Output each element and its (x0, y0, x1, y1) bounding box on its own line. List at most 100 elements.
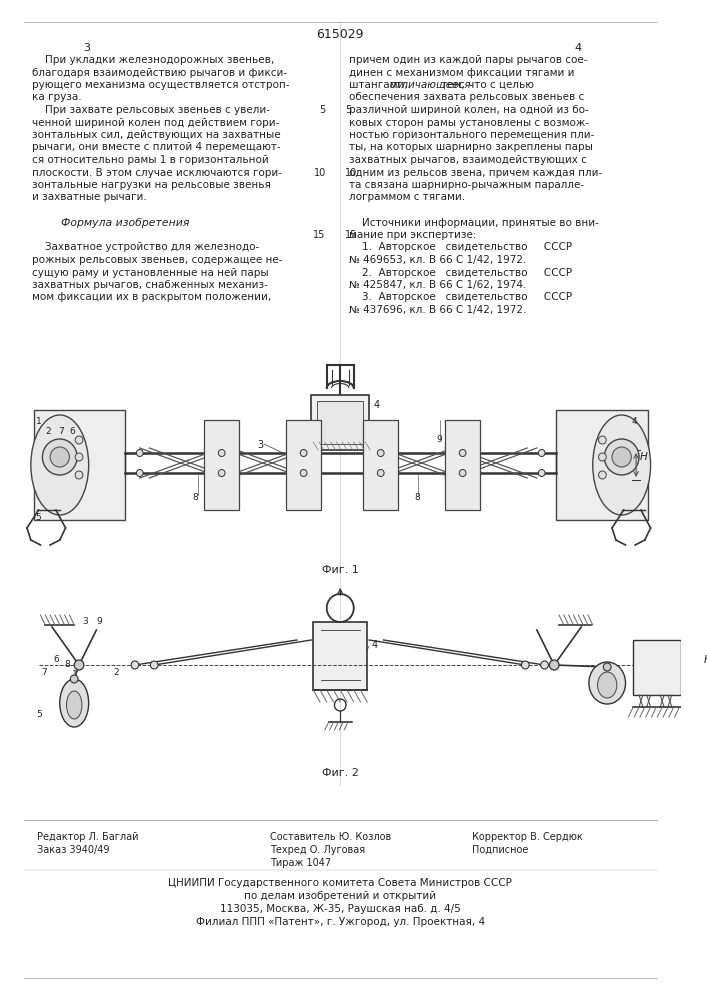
Text: 8: 8 (193, 493, 199, 502)
Circle shape (541, 661, 549, 669)
Circle shape (378, 450, 384, 456)
Circle shape (522, 661, 529, 669)
Bar (633, 640, 682, 695)
Circle shape (71, 675, 78, 683)
Text: рычаги, они вместе с плитой 4 перемещают-: рычаги, они вместе с плитой 4 перемещают… (32, 142, 281, 152)
Circle shape (612, 447, 631, 467)
Circle shape (74, 660, 84, 670)
Text: отличающееся: отличающееся (389, 80, 471, 90)
Circle shape (603, 663, 611, 671)
Text: Заказ 3940/49: Заказ 3940/49 (37, 845, 109, 855)
Bar (317, 401, 363, 444)
Text: 2.  Авторское   свидетельство     СССР: 2. Авторское свидетельство СССР (349, 267, 572, 277)
Circle shape (460, 450, 466, 456)
Text: 8: 8 (64, 660, 70, 669)
Text: № 437696, кл. В 66 С 1/42, 1972.: № 437696, кл. В 66 С 1/42, 1972. (349, 305, 526, 315)
Text: Тираж 1047: Тираж 1047 (270, 858, 331, 868)
Text: по делам изобретений и открытий: по делам изобретений и открытий (244, 891, 436, 901)
Text: № 425847, кл. В 66 С 1/62, 1974.: № 425847, кл. В 66 С 1/62, 1974. (349, 280, 526, 290)
Text: мом фиксации их в раскрытом положении,: мом фиксации их в раскрытом положении, (32, 292, 271, 302)
Bar (556, 410, 648, 520)
Text: 6: 6 (53, 655, 59, 664)
Text: 1: 1 (72, 670, 78, 679)
Text: различной шириной колен, на одной из бо-: различной шириной колен, на одной из бо- (349, 105, 589, 115)
Text: 4: 4 (631, 417, 637, 426)
Text: 8: 8 (414, 493, 420, 502)
Circle shape (538, 450, 545, 456)
Text: рожных рельсовых звеньев, содержащее не-: рожных рельсовых звеньев, содержащее не- (32, 255, 282, 265)
Text: лограммом с тягами.: лограммом с тягами. (349, 192, 465, 202)
Text: 4: 4 (374, 400, 380, 410)
Text: зонтальные нагрузки на рельсовые звенья: зонтальные нагрузки на рельсовые звенья (32, 180, 271, 190)
Text: Подписное: Подписное (472, 845, 529, 855)
Text: Техред О. Луговая: Техред О. Луговая (270, 845, 365, 855)
Text: ка груза.: ка груза. (32, 93, 81, 103)
Circle shape (151, 661, 158, 669)
Circle shape (136, 470, 143, 477)
Text: 1: 1 (35, 417, 42, 426)
Text: ностью горизонтального перемещения пли-: ностью горизонтального перемещения пли- (349, 130, 595, 140)
Bar (445, 420, 480, 510)
Text: 5: 5 (345, 105, 351, 115)
Circle shape (300, 450, 307, 456)
Text: 3: 3 (257, 440, 263, 450)
Text: H: H (703, 655, 707, 665)
Text: Фиг. 1: Фиг. 1 (322, 565, 358, 575)
Circle shape (218, 470, 225, 477)
Ellipse shape (31, 415, 88, 515)
Circle shape (604, 439, 639, 475)
Circle shape (75, 436, 83, 444)
Text: одним из рельсов звена, причем каждая пли-: одним из рельсов звена, причем каждая пл… (349, 167, 602, 178)
Text: сущую раму и установленные на ней пары: сущую раму и установленные на ней пары (32, 267, 269, 277)
Text: При укладки железнодорожных звеньев,: При укладки железнодорожных звеньев, (32, 55, 274, 65)
Circle shape (75, 453, 83, 461)
Text: 9: 9 (437, 435, 443, 444)
Text: Филиал ППП «Патент», г. Ужгород, ул. Проектная, 4: Филиал ППП «Патент», г. Ужгород, ул. Про… (196, 917, 485, 927)
Circle shape (75, 471, 83, 479)
Text: 5: 5 (320, 105, 326, 115)
Text: 2: 2 (114, 668, 119, 677)
Text: 3: 3 (83, 43, 90, 53)
Bar (313, 622, 367, 690)
Text: 3: 3 (82, 617, 88, 626)
Text: 7: 7 (42, 668, 47, 677)
Circle shape (460, 470, 466, 477)
Text: ченной шириной колен под действием гори-: ченной шириной колен под действием гори- (32, 117, 279, 127)
Text: Корректор В. Сердюк: Корректор В. Сердюк (472, 832, 583, 842)
Text: 4: 4 (371, 640, 378, 650)
Ellipse shape (66, 691, 82, 719)
Text: ты, на которых шарнирно закреплены пары: ты, на которых шарнирно закреплены пары (349, 142, 592, 152)
Text: динен с механизмом фиксации тягами и: динен с механизмом фиксации тягами и (349, 68, 574, 78)
Circle shape (549, 660, 559, 670)
Circle shape (50, 447, 69, 467)
Circle shape (131, 661, 139, 669)
Bar (311, 395, 369, 450)
Text: 15: 15 (313, 230, 326, 240)
Text: 10: 10 (345, 167, 357, 178)
Text: Редактор Л. Баглай: Редактор Л. Баглай (37, 832, 138, 842)
Text: 113035, Москва, Ж-35, Раушская наб. д. 4/5: 113035, Москва, Ж-35, Раушская наб. д. 4… (220, 904, 460, 914)
Circle shape (538, 470, 545, 477)
Text: плоскости. В этом случае исключаются гори-: плоскости. В этом случае исключаются гор… (32, 167, 282, 178)
Text: благодаря взаимодействию рычагов и фикси-: благодаря взаимодействию рычагов и фикси… (32, 68, 287, 78)
Text: 1.  Авторское   свидетельство     СССР: 1. Авторское свидетельство СССР (349, 242, 572, 252)
Text: ся относительно рамы 1 в горизонтальной: ся относительно рамы 1 в горизонтальной (32, 155, 269, 165)
Ellipse shape (60, 679, 88, 727)
Ellipse shape (597, 672, 617, 698)
Text: штангами,: штангами, (349, 80, 411, 90)
Ellipse shape (589, 662, 626, 704)
Text: 5: 5 (37, 710, 42, 719)
Text: зонтальных сил, действующих на захватные: зонтальных сил, действующих на захватные (32, 130, 281, 140)
Text: тем, что с целью: тем, что с целью (438, 80, 534, 90)
Text: мание при экспертизе:: мание при экспертизе: (349, 230, 477, 240)
Text: H: H (640, 452, 648, 462)
Bar (363, 420, 398, 510)
Text: 2: 2 (45, 427, 51, 436)
Text: Формула изобретения: Формула изобретения (61, 218, 189, 228)
Text: та связана шарнирно-рычажным паралле-: та связана шарнирно-рычажным паралле- (349, 180, 584, 190)
Text: Источники информации, принятые во вни-: Источники информации, принятые во вни- (349, 218, 599, 228)
Text: захватных рычагов, взаимодействующих с: захватных рычагов, взаимодействующих с (349, 155, 587, 165)
Text: захватных рычагов, снабженных механиз-: захватных рычагов, снабженных механиз- (32, 280, 268, 290)
Text: 9: 9 (96, 617, 102, 626)
Bar (34, 410, 125, 520)
